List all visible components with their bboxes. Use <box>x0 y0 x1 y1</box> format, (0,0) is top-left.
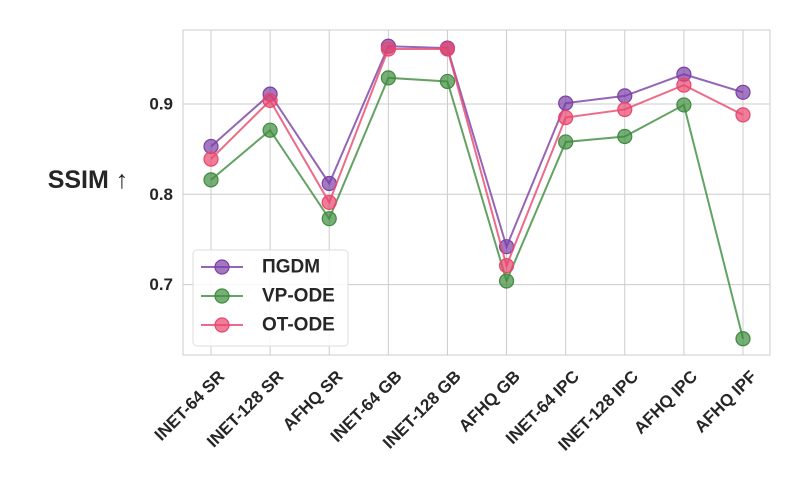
series-line <box>210 47 744 269</box>
data-point <box>380 70 396 86</box>
legend-entry: OT-ODE <box>201 315 335 336</box>
y-tick-label: 0.8 <box>149 185 173 204</box>
data-point <box>558 134 574 150</box>
data-point <box>439 41 456 57</box>
data-point <box>735 107 751 123</box>
data-point <box>203 151 219 167</box>
legend-marker <box>214 288 230 304</box>
y-tick-label: 0.9 <box>149 95 173 114</box>
data-point <box>380 41 396 57</box>
legend-marker <box>214 259 230 275</box>
data-point <box>439 73 456 90</box>
legend: ΠGDM VP-ODE OT-ODE <box>192 249 349 347</box>
legend-label: VP-ODE <box>262 286 335 307</box>
data-point <box>203 138 219 155</box>
data-point <box>735 331 751 347</box>
data-point <box>321 211 337 227</box>
data-point <box>321 194 337 211</box>
series-line <box>210 76 744 339</box>
legend-label: OT-ODE <box>262 315 335 336</box>
legend-box <box>192 249 349 347</box>
y-axis-label: SSIM ↑ <box>48 166 129 194</box>
data-point <box>558 109 574 126</box>
legend-entry: ΠGDM <box>201 257 320 278</box>
data-point <box>617 88 633 104</box>
data-point <box>617 128 633 145</box>
x-tick-label: AFHQ IPF <box>691 367 761 437</box>
data-point <box>262 122 278 138</box>
y-tick-label: 0.7 <box>149 275 173 294</box>
data-point <box>498 258 515 274</box>
data-point <box>558 95 574 111</box>
series-line <box>210 45 744 250</box>
series-1 <box>203 70 751 347</box>
data-point <box>617 101 633 118</box>
data-point <box>735 84 751 100</box>
x-tick-label: AFHQ IPC <box>630 367 701 438</box>
data-point <box>262 92 278 109</box>
series-layer <box>203 38 751 347</box>
legend-entry: VP-ODE <box>201 286 335 307</box>
series-2 <box>203 41 751 274</box>
data-point <box>676 77 692 93</box>
y-tick-labels: 0.7 0.8 0.9 <box>149 95 173 295</box>
data-point <box>203 172 219 188</box>
legend-label: ΠGDM <box>262 257 320 278</box>
data-point <box>498 273 515 289</box>
data-point <box>676 97 692 113</box>
legend-marker <box>214 317 230 333</box>
